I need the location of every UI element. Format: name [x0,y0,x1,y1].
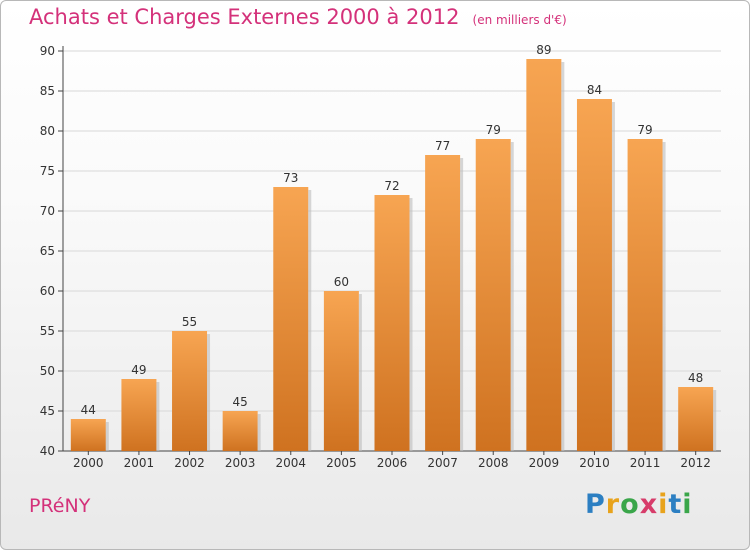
y-tick-label: 70 [40,204,55,218]
y-tick-label: 80 [40,124,55,138]
bar-shadow [611,102,615,451]
bar-shadow [257,414,261,451]
x-tick-label: 2011 [630,456,661,470]
bar [273,187,309,451]
logo-letter: r [605,489,621,520]
bar [576,99,612,451]
bar [374,195,410,451]
bar-shadow [207,334,211,451]
bar [172,331,208,451]
bar [222,411,258,451]
data-label: 72 [384,179,399,193]
x-tick-label: 2003 [225,456,256,470]
chart-title: Achats et Charges Externes 2000 à 2012 [29,5,460,29]
x-tick-label: 2006 [377,456,408,470]
x-tick-label: 2005 [326,456,357,470]
bar [323,291,359,451]
y-tick-label: 65 [40,244,55,258]
bar-shadow [105,422,109,451]
y-tick-label: 90 [40,44,55,58]
x-tick-label: 2007 [427,456,458,470]
data-label: 89 [536,43,551,57]
y-tick-label: 45 [40,404,55,418]
bar-shadow [561,62,565,451]
bar [678,387,714,451]
labels: 40 45 50 55 60 65 70 75 80 85 90 44 2000 49 2001 55 2002… [40,43,711,470]
bar-shadow [358,294,362,451]
bar-shadow [460,158,464,451]
x-tick-label: 2008 [478,456,509,470]
bar [121,379,157,451]
data-label: 77 [435,139,450,153]
y-tick-label: 60 [40,284,55,298]
data-label: 79 [637,123,652,137]
y-tick-label: 85 [40,84,55,98]
logo-letter: x [639,489,659,520]
commune-name: PRéNY [29,495,91,517]
x-tick-label: 2004 [275,456,306,470]
x-tick-label: 2001 [124,456,155,470]
y-tick-label: 50 [40,364,55,378]
logo-letter: o [620,489,640,520]
data-label: 79 [486,123,501,137]
data-label: 48 [688,371,703,385]
bar [526,59,562,451]
data-label: 49 [131,363,146,377]
y-tick-label: 40 [40,444,55,458]
logo-letter: t [668,489,683,520]
data-label: 60 [334,275,349,289]
data-label: 73 [283,171,298,185]
x-tick-label: 2000 [73,456,104,470]
bar [627,139,663,451]
bar [425,155,461,451]
bar [70,419,106,451]
bar-shadow [662,142,666,451]
logo-letter: i [682,489,693,520]
bar-shadow [713,390,717,451]
data-label: 45 [233,395,248,409]
bars [70,59,717,451]
bar-shadow [156,382,160,451]
data-label: 44 [81,403,96,417]
x-tick-label: 2002 [174,456,205,470]
bar [475,139,511,451]
title-row: Achats et Charges Externes 2000 à 2012 (… [29,5,567,29]
x-tick-label: 2012 [680,456,711,470]
logo-letter: P [585,489,606,520]
data-label: 55 [182,315,197,329]
x-tick-label: 2009 [529,456,560,470]
proxiti-logo[interactable]: Proxiti [585,489,693,520]
bar-shadow [409,198,413,451]
chart-unit: (en milliers d'€) [472,13,567,27]
bar-shadow [308,190,312,451]
y-tick-label: 55 [40,324,55,338]
x-tick-label: 2010 [579,456,610,470]
y-tick-label: 75 [40,164,55,178]
data-label: 84 [587,83,602,97]
bar-shadow [510,142,514,451]
logo-letter: i [658,489,669,520]
